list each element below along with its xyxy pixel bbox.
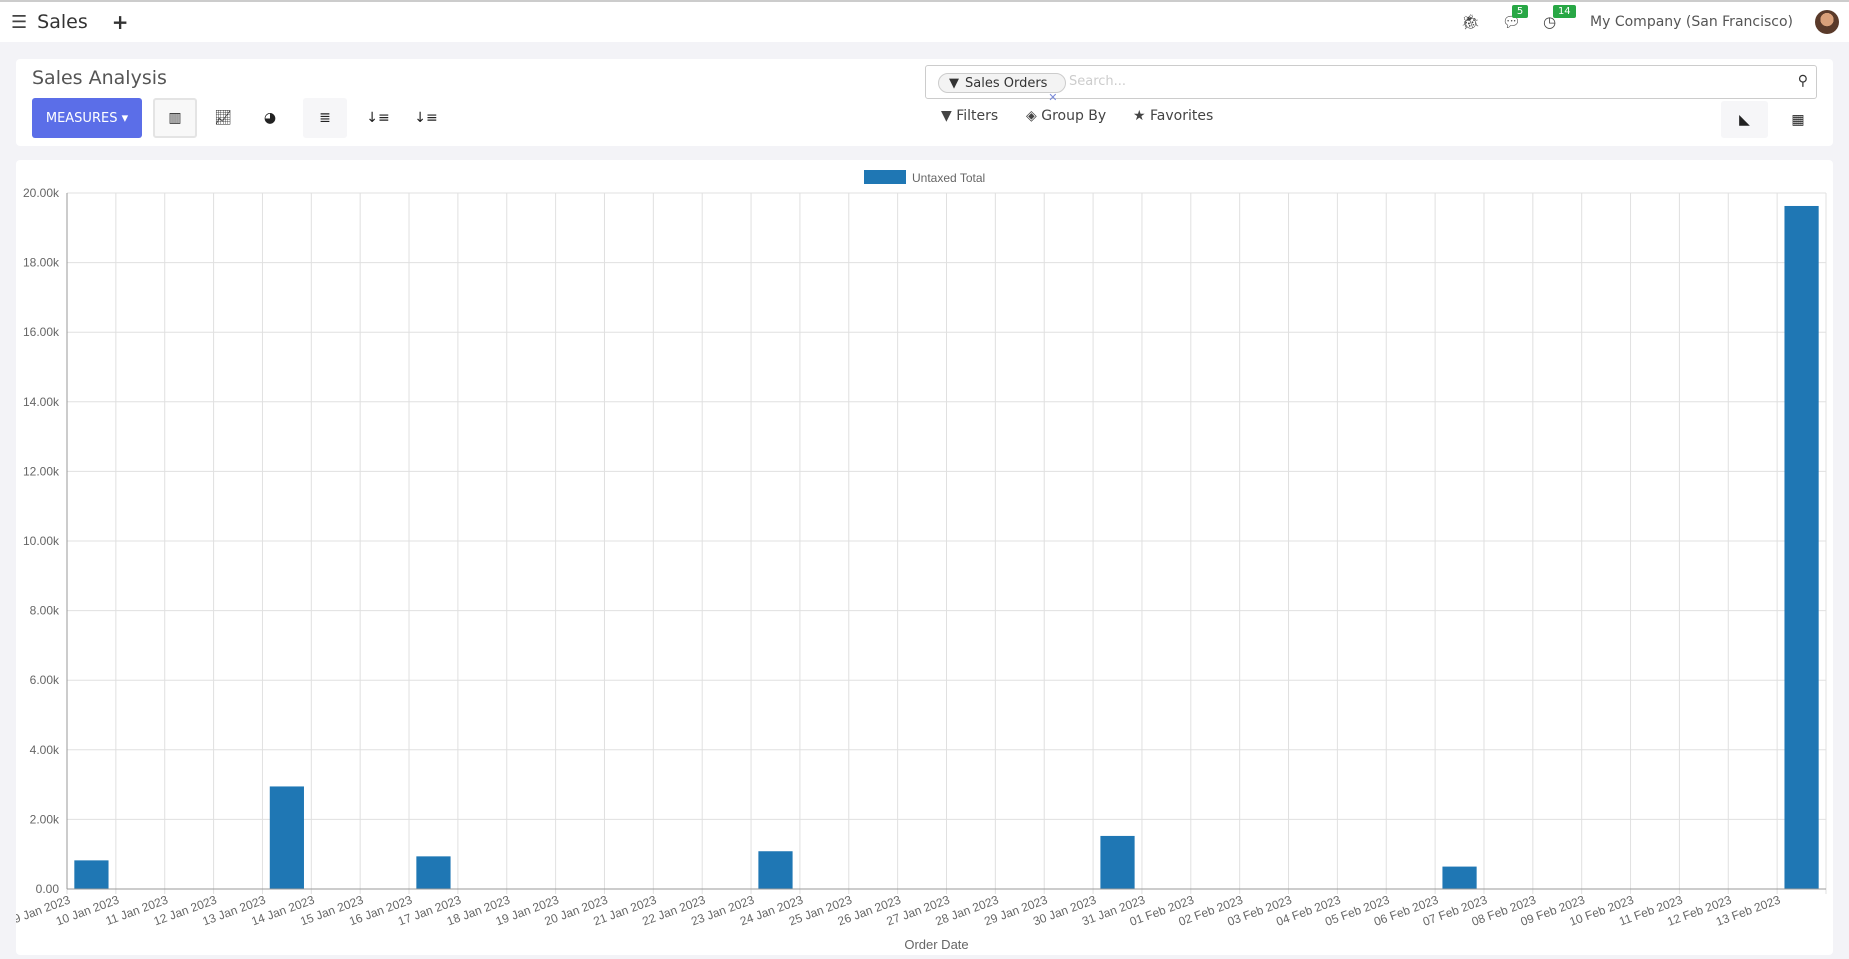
avatar[interactable] [1815,10,1839,34]
pie-chart-icon: ◕ [263,110,277,126]
bar [1100,835,1135,889]
layers-icon: ◈ [1026,108,1037,124]
search-icon[interactable]: ⚲ [1797,73,1808,89]
chart-card: 0.00 2.00k 4.00k 6.00k 8.00k 10.00k 12.00k 14.0… [5,160,1833,955]
group-by-label: Group By [1041,108,1107,124]
y-tick-label: 6.00k [30,673,60,687]
search-bar[interactable]: ▼ Sales Orders ✕ Search... ⚲ [925,65,1817,104]
x-axis-label: Order Date [904,937,968,952]
bar-chart-icon: ▥ [168,110,182,126]
y-tick-label: 16.00k [23,325,60,339]
y-tick-label: 4.00k [30,743,60,757]
search-facet[interactable]: ▼ Sales Orders ✕ [938,73,1067,104]
page-title: Sales Analysis [32,67,167,89]
area-chart-icon: ◣ [1739,111,1750,128]
y-tick-label: 0.00 [36,882,60,896]
stacked-button[interactable]: ≣ [303,98,347,138]
activities-badge: 14 [1552,5,1576,18]
favorites-label: Favorites [1150,108,1214,124]
filters-label: Filters [956,108,999,124]
y-tick-label: 2.00k [30,812,60,826]
bar [74,860,109,889]
sort-ascending-icon: ↓≡ [414,110,438,126]
line-chart-button[interactable]: 📈︎ [201,98,245,138]
messages-badge: 5 [1511,5,1529,18]
search-input[interactable]: Search... [1069,74,1127,89]
bar-chart-button[interactable]: ▥ [153,98,197,138]
messages-icon[interactable]: 💬︎ 5 [1502,5,1529,31]
y-tick-label: 20.00k [23,186,60,200]
facet-label: Sales Orders [965,75,1048,91]
bar-chart: 0.00 2.00k 4.00k 6.00k 8.00k 10.00k 12.00k 14.0… [5,170,1827,952]
pivot-view-button[interactable]: ▦ [1776,101,1820,138]
sort-descending-button[interactable]: ↓≡ [356,98,400,138]
y-tick-label: 14.00k [23,395,60,409]
control-panel: Sales Analysis MEASURES ▾ ▥ 📈︎ ◕ ≣ ↓≡ ↓≡… [16,59,1833,146]
line-chart-icon: 📈︎ [214,110,232,126]
clock-icon[interactable]: ◷ 14 [1543,5,1576,31]
filter-icon: ▼ [941,108,952,124]
y-tick-label: 12.00k [23,464,60,478]
pie-chart-button[interactable]: ◕ [248,98,292,138]
bar [416,856,451,889]
bar [1442,866,1477,889]
menu-icon[interactable]: ☰ [11,11,28,33]
filter-icon: ▼ [949,75,959,91]
legend-label: Untaxed Total [912,171,985,185]
legend-swatch [864,170,906,184]
sort-descending-icon: ↓≡ [366,110,390,126]
bar [1784,205,1819,889]
y-tick-label: 8.00k [30,604,60,618]
bug-icon[interactable]: 🐞︎ [1460,13,1480,31]
group-by-button[interactable]: ◈ Group By [1026,108,1106,124]
bar [758,851,793,889]
bar [269,786,304,889]
sort-ascending-button[interactable]: ↓≡ [404,98,448,138]
database-icon: ≣ [319,110,331,126]
measures-button[interactable]: MEASURES ▾ [32,98,142,138]
y-tick-label: 18.00k [23,256,60,270]
star-icon: ★ [1133,108,1146,124]
filters-button[interactable]: ▼ Filters [941,108,998,124]
company-switcher[interactable]: My Company (San Francisco) [1590,14,1793,30]
table-icon: ▦ [1791,111,1805,128]
top-navbar: ☰ Sales + 🐞︎ 💬︎ 5 ◷ 14 My Company (San Fra… [0,2,1849,42]
y-tick-label: 10.00k [23,534,60,548]
plus-icon[interactable]: + [111,10,129,34]
app-name[interactable]: Sales [37,11,88,33]
graph-view-button[interactable]: ◣ [1721,101,1768,138]
favorites-button[interactable]: ★ Favorites [1133,108,1213,124]
remove-facet-icon[interactable]: ✕ [1048,91,1058,104]
measures-label: MEASURES [45,110,118,126]
